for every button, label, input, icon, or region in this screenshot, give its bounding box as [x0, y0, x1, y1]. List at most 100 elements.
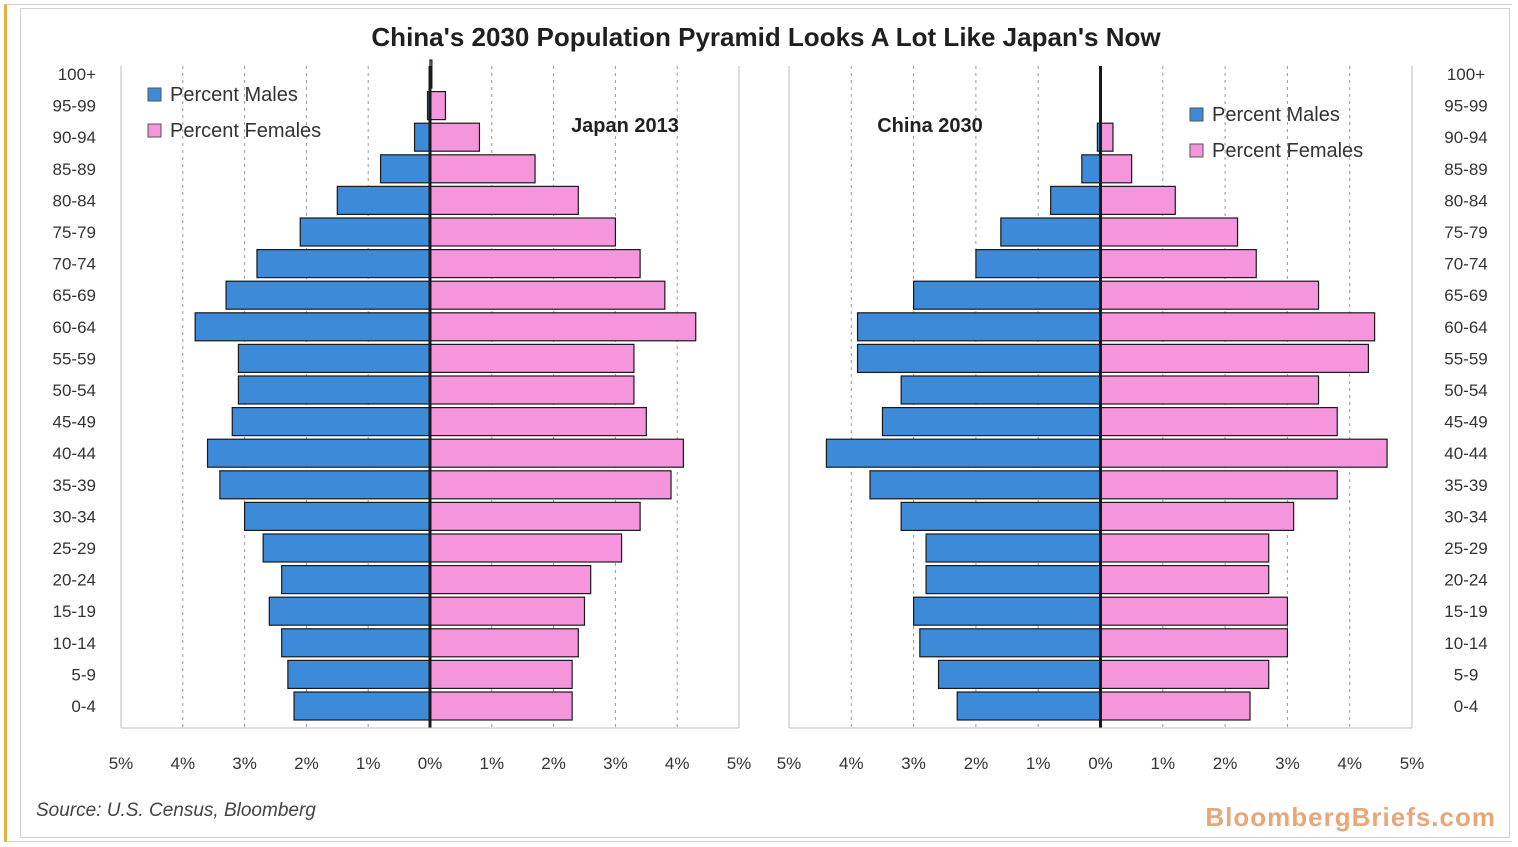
bar-male-10-14 — [919, 628, 1102, 658]
bar-female-60-64 — [429, 312, 697, 342]
bar-female-80-84 — [429, 185, 579, 215]
age-label-65-69: 65-69 — [1444, 286, 1487, 305]
source-note: Source: U.S. Census, Bloomberg — [36, 800, 316, 821]
age-label-10-14: 10-14 — [1444, 634, 1487, 653]
bar-male-40-44 — [206, 438, 431, 468]
bar-male-60-64 — [194, 312, 431, 342]
age-label-80-84: 80-84 — [53, 191, 96, 210]
bar-male-85-89 — [1081, 154, 1102, 184]
bar-male-25-29 — [925, 533, 1102, 563]
age-label-35-39: 35-39 — [53, 476, 96, 495]
x-tick-label: 1% — [1026, 754, 1051, 773]
bar-male-75-79 — [1000, 217, 1102, 247]
age-label-20-24: 20-24 — [53, 571, 96, 590]
bar-female-30-34 — [429, 501, 641, 531]
x-tick-label: 4% — [665, 754, 690, 773]
chart-title: China's 2030 Population Pyramid Looks A … — [371, 22, 1161, 52]
bar-male-20-24 — [281, 564, 431, 595]
bar-female-5-9 — [429, 659, 573, 690]
bar-female-45-49 — [429, 407, 647, 437]
x-tick-label: 1% — [1151, 754, 1176, 773]
bar-male-60-64 — [856, 312, 1102, 342]
legend-label: Percent Males — [1212, 104, 1340, 126]
chart-frame — [20, 8, 1510, 838]
age-label-60-64: 60-64 — [53, 318, 96, 337]
age-label-15-19: 15-19 — [53, 602, 96, 621]
bar-female-25-29 — [1099, 533, 1270, 563]
x-tick-label: 3% — [901, 754, 926, 773]
bar-female-45-49 — [1099, 407, 1338, 437]
bar-male-10-14 — [281, 628, 431, 658]
bar-male-80-84 — [1050, 185, 1102, 215]
pyramid-china-2030: 0-4 5-9 10-14 15-19 20-24 25-29 30-34 35-39 40-4… — [777, 65, 1488, 773]
bar-male-50-54 — [237, 375, 431, 405]
bar-male-80-84 — [336, 185, 431, 215]
bar-male-90-94 — [413, 122, 431, 152]
age-label-50-54: 50-54 — [53, 381, 96, 400]
x-tick-label: 1% — [480, 754, 505, 773]
age-label-95-99: 95-99 — [1444, 97, 1487, 116]
age-label-80-84: 80-84 — [1444, 191, 1487, 210]
legend-label: Percent Males — [170, 84, 298, 106]
age-label-30-34: 30-34 — [1444, 507, 1487, 526]
age-label-45-49: 45-49 — [1444, 413, 1487, 432]
age-label-95-99: 95-99 — [53, 97, 96, 116]
bar-female-40-44 — [429, 438, 684, 468]
bar-female-15-19 — [429, 596, 586, 626]
age-label-40-44: 40-44 — [1444, 444, 1487, 463]
age-label-10-14: 10-14 — [53, 634, 96, 653]
bar-female-35-39 — [1099, 470, 1338, 500]
bar-female-10-14 — [429, 628, 579, 658]
bar-female-65-69 — [1099, 280, 1320, 310]
bar-female-90-94 — [1099, 122, 1114, 152]
age-label-25-29: 25-29 — [53, 539, 96, 558]
x-tick-label: 2% — [294, 754, 319, 773]
bar-female-40-44 — [1099, 438, 1388, 468]
age-label-55-59: 55-59 — [53, 349, 96, 368]
bar-male-55-59 — [237, 343, 431, 373]
x-tick-label: 1% — [356, 754, 381, 773]
x-tick-label: 4% — [1337, 754, 1362, 773]
bar-male-85-89 — [379, 154, 431, 184]
x-tick-label: 0% — [1088, 754, 1113, 773]
age-label-50-54: 50-54 — [1444, 381, 1487, 400]
bar-female-20-24 — [1099, 564, 1270, 595]
age-label-20-24: 20-24 — [1444, 571, 1487, 590]
bar-male-50-54 — [900, 375, 1102, 405]
age-label-0-4: 0-4 — [71, 697, 96, 716]
x-tick-label: 4% — [839, 754, 864, 773]
bar-female-10-14 — [1099, 628, 1288, 658]
bar-female-15-19 — [1099, 596, 1288, 626]
bar-female-90-94 — [429, 122, 481, 152]
age-label-65-69: 65-69 — [53, 286, 96, 305]
bar-male-20-24 — [925, 564, 1102, 595]
x-tick-label: 5% — [777, 754, 802, 773]
age-label-15-19: 15-19 — [1444, 602, 1487, 621]
age-label-75-79: 75-79 — [53, 223, 96, 242]
bar-female-75-79 — [429, 217, 616, 247]
bar-male-65-69 — [912, 280, 1102, 310]
panel-title: China 2030 — [877, 115, 983, 137]
bar-male-5-9 — [937, 659, 1102, 690]
bar-female-50-54 — [429, 375, 635, 405]
bar-female-80-84 — [1099, 185, 1176, 215]
bar-female-0-4 — [429, 691, 573, 721]
age-label-0-4: 0-4 — [1454, 697, 1479, 716]
bar-male-65-69 — [225, 280, 431, 310]
bar-female-95-99 — [429, 90, 447, 121]
age-label-5-9: 5-9 — [1454, 665, 1479, 684]
age-label-5-9: 5-9 — [71, 665, 96, 684]
x-tick-label: 5% — [1400, 754, 1425, 773]
bar-male-30-34 — [900, 501, 1102, 531]
age-label-90-94: 90-94 — [1444, 128, 1487, 147]
bar-female-70-74 — [429, 249, 641, 279]
bar-female-30-34 — [1099, 501, 1295, 531]
bar-female-50-54 — [1099, 375, 1320, 405]
age-label-75-79: 75-79 — [1444, 223, 1487, 242]
legend: Percent Males Percent Females — [1189, 104, 1363, 162]
bar-male-15-19 — [268, 596, 431, 626]
bar-female-75-79 — [1099, 217, 1239, 247]
bar-male-0-4 — [956, 691, 1102, 721]
bar-male-25-29 — [262, 533, 431, 563]
age-label-70-74: 70-74 — [53, 255, 96, 274]
